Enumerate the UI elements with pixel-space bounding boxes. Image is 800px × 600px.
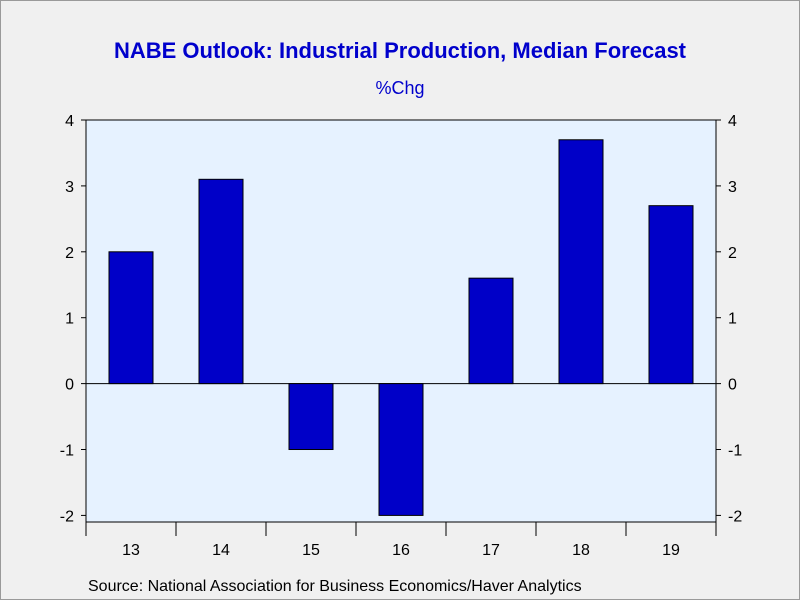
x-tick-label: 14 [212,542,230,559]
bar-17 [468,277,514,385]
y-tick-label-right: 3 [728,179,737,196]
x-tick-label: 17 [482,542,500,559]
bar-18 [558,139,604,385]
bar-13 [108,251,154,385]
y-tick-label-right: -1 [728,443,742,460]
x-tick-label: 18 [572,542,590,559]
y-tick-label-left: 1 [65,311,74,328]
y-tick-label-left: 3 [65,179,74,196]
y-tick-label-right: 2 [728,245,737,262]
chart-subtitle: %Chg [375,78,425,98]
bar-16 [378,383,424,516]
chart-title: NABE Outlook: Industrial Production, Med… [113,38,687,63]
x-tick-label: 13 [122,542,140,559]
y-tick-label-right: 1 [728,311,737,328]
y-tick-label-left: 4 [65,113,74,130]
y-tick-label-left: 0 [65,377,74,394]
bar-15 [288,383,334,451]
y-tick-label-right: 4 [728,113,737,130]
y-tick-label-right: 0 [728,377,737,394]
plot-area: 4 4 3 3 2 2 1 1 0 0 -1 -1 -2 -2 13 14 15 16 17 18 19 [60,113,743,559]
x-tick-label: 16 [392,542,410,559]
bar-19 [648,205,694,385]
y-tick-label-left: 2 [65,245,74,262]
y-tick-label-left: -2 [60,508,74,525]
y-tick-label-right: -2 [728,508,742,525]
x-tick-label: 19 [662,542,680,559]
bar-14 [198,178,244,385]
chart-source: Source: National Association for Busines… [88,578,582,595]
y-tick-label-left: -1 [60,443,74,460]
x-tick-label: 15 [302,542,320,559]
